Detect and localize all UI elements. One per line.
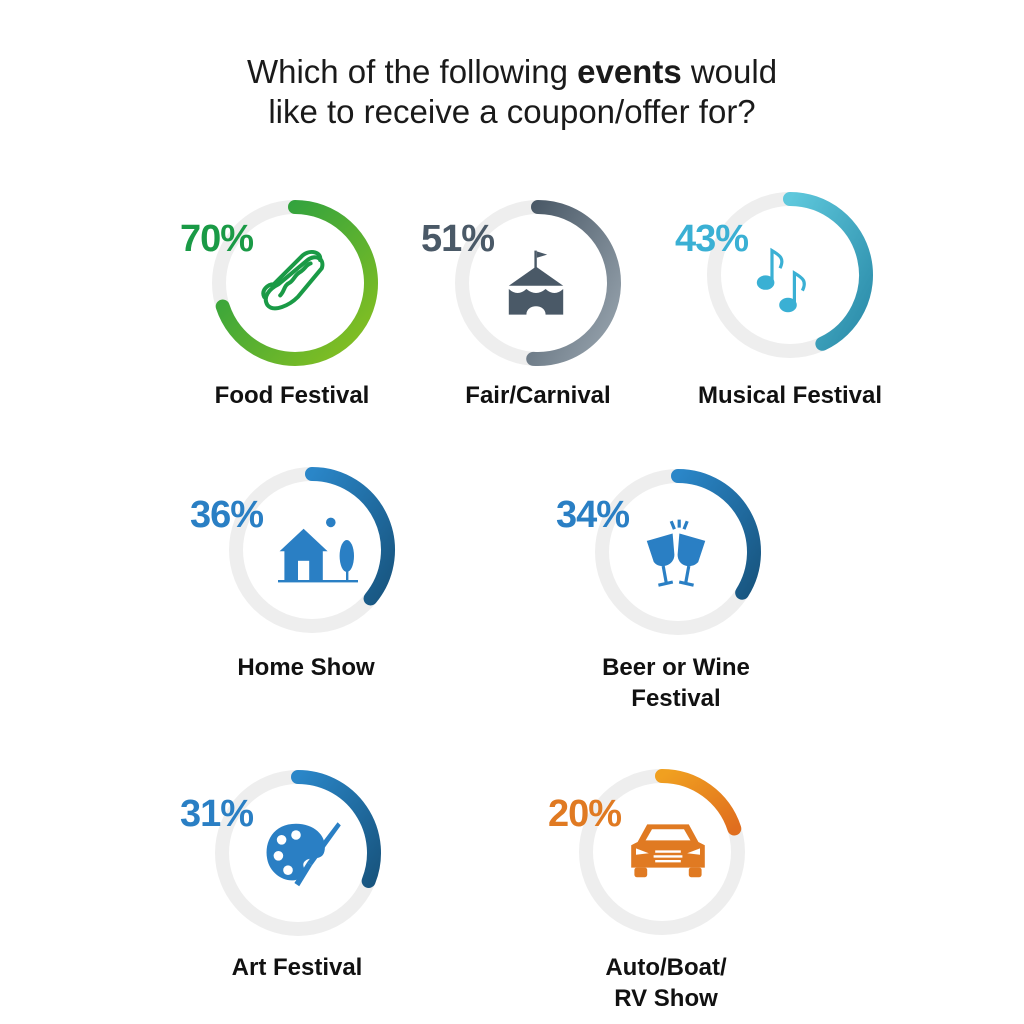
house-icon <box>278 517 358 583</box>
donut-arc <box>215 200 378 366</box>
percentage-label: 36% <box>190 494 264 536</box>
percentage-label: 31% <box>180 793 254 835</box>
category-label-line: Musical Festival <box>697 382 883 409</box>
donut-ring <box>212 200 378 366</box>
car-icon <box>631 824 705 878</box>
percentage-label: 70% <box>180 218 254 260</box>
icon-container <box>631 824 705 878</box>
icon-container <box>278 517 358 583</box>
music-notes-icon <box>756 247 806 313</box>
icon-container <box>756 247 806 313</box>
percentage-label: 20% <box>548 793 622 835</box>
donut-ring <box>595 469 761 635</box>
category-label: Fair/Carnival <box>388 380 688 411</box>
donut-ring <box>229 467 395 633</box>
title-line-1: Which of the following events would <box>247 53 777 90</box>
donut-ring <box>579 769 745 935</box>
donut-arc <box>291 770 381 888</box>
donut-ring <box>455 200 621 366</box>
category-label: Musical Festival <box>640 380 940 411</box>
title-text: Which of the following <box>246 53 578 90</box>
title-text-end: would <box>681 53 778 90</box>
donut-arc <box>305 467 395 606</box>
category-label-line: Festival <box>631 685 721 712</box>
wine-glasses-icon <box>646 519 706 587</box>
category-label-line: Beer or Wine <box>602 654 750 681</box>
donut-arc <box>671 469 761 600</box>
icon-container <box>646 519 706 587</box>
circus-tent-icon <box>508 250 564 315</box>
category-label: Food Festival <box>142 380 442 411</box>
donut-arc <box>783 192 873 351</box>
icon-container <box>508 250 564 315</box>
category-label: Beer or Wine Festival <box>526 652 826 714</box>
category-label-line: Home Show <box>237 654 375 681</box>
category-label-line: Fair/Carnival <box>465 382 611 409</box>
category-label-line: Auto/Boat/ <box>605 954 727 981</box>
title-emphasis: events <box>577 53 682 90</box>
donut-ring <box>215 770 381 936</box>
hotdog-icon <box>261 250 325 311</box>
category-label: Auto/Boat/RV Show <box>516 952 816 1014</box>
percentage-label: 43% <box>675 218 749 260</box>
title-line-2: like to receive a coupon/offer for? <box>268 93 756 130</box>
donut-arc <box>655 769 742 836</box>
donut-arc <box>526 200 621 366</box>
category-label-line: Food Festival <box>214 382 370 409</box>
icon-container <box>261 250 325 311</box>
donut-ring <box>707 192 873 358</box>
category-label: Art Festival <box>147 952 447 983</box>
category-label-line: RV Show <box>614 985 718 1012</box>
page-title: Which of the following events would like… <box>0 52 1024 132</box>
category-label: Home Show <box>156 652 456 683</box>
palette-icon <box>266 822 341 887</box>
percentage-label: 34% <box>556 494 630 536</box>
percentage-label: 51% <box>421 218 495 260</box>
category-label-line: Art Festival <box>231 954 363 981</box>
icon-container <box>266 822 341 887</box>
